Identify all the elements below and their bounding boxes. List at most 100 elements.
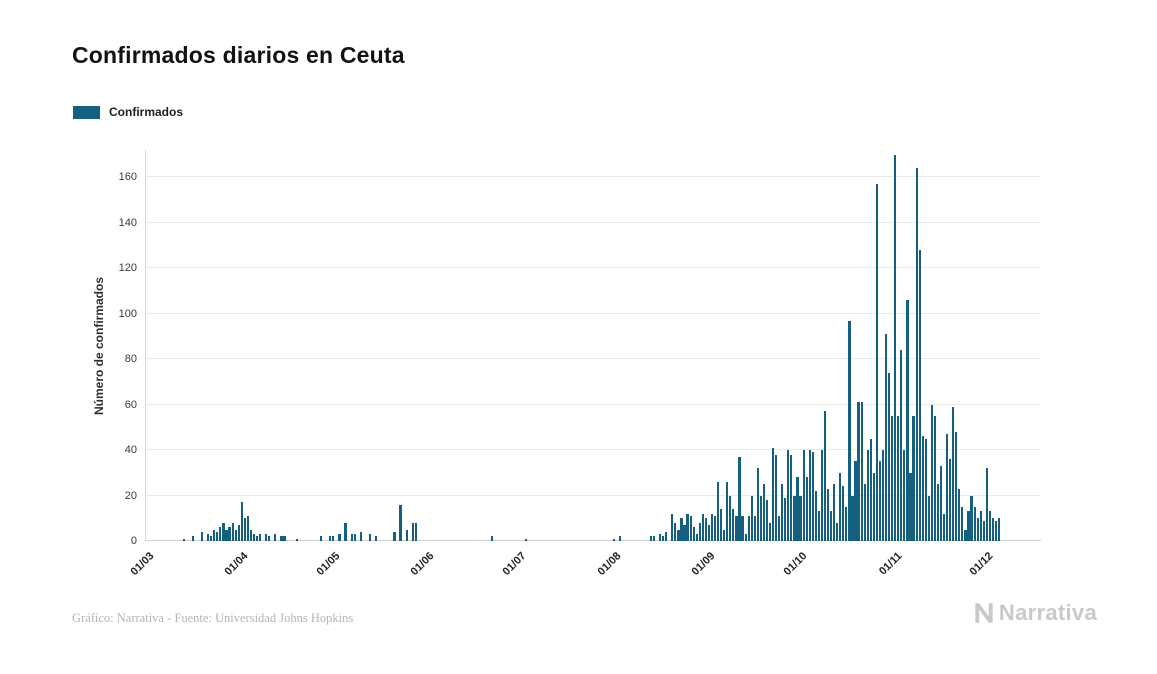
bar	[826, 488, 830, 541]
bar	[991, 518, 995, 541]
narrativa-logo-text: Narrativa	[998, 600, 1097, 625]
bar	[619, 536, 622, 541]
bar	[863, 484, 866, 541]
bar	[216, 531, 219, 541]
bar	[353, 534, 356, 541]
bar	[210, 536, 213, 541]
gridline	[146, 267, 1041, 269]
bar	[924, 438, 927, 541]
bar	[405, 529, 408, 541]
bar	[695, 534, 698, 541]
bar	[753, 516, 756, 541]
bar	[295, 538, 298, 541]
bar	[888, 372, 891, 541]
bar	[857, 402, 860, 541]
bar	[231, 522, 234, 541]
bar	[811, 452, 814, 541]
bar	[933, 415, 936, 541]
x-axis-tick-label: 01/07	[500, 550, 529, 578]
bar	[344, 522, 347, 541]
bar	[713, 516, 717, 541]
bar	[689, 516, 692, 541]
bar	[982, 520, 985, 541]
bar	[820, 450, 824, 541]
bar	[359, 531, 362, 541]
bar	[213, 529, 216, 541]
bar	[869, 438, 872, 541]
bar	[747, 516, 750, 541]
bar	[280, 536, 283, 541]
x-axis-tick-label: 01/09	[689, 550, 718, 578]
bar	[894, 154, 897, 541]
bar	[802, 450, 805, 541]
gridline	[146, 312, 1041, 314]
y-axis-tick-label: 60	[124, 398, 137, 411]
bar	[729, 495, 732, 541]
bar	[915, 168, 918, 541]
y-axis-tick-label: 80	[124, 353, 137, 366]
x-axis-tick-label: 01/10	[781, 550, 810, 578]
bar	[952, 406, 955, 541]
bar	[329, 536, 332, 541]
bar	[897, 415, 900, 541]
bar	[921, 436, 924, 541]
bar	[393, 531, 396, 541]
bar	[860, 402, 863, 541]
bar	[756, 468, 759, 541]
chart-title: Confirmados diarios en Ceuta	[72, 42, 405, 68]
bar	[845, 506, 848, 541]
bar	[976, 518, 979, 541]
bar	[839, 472, 842, 541]
bar	[781, 484, 784, 541]
bar	[246, 516, 249, 541]
bar	[710, 513, 714, 541]
bar	[320, 536, 323, 541]
bar	[228, 527, 231, 541]
bar	[906, 300, 909, 541]
bar	[222, 522, 225, 541]
bar	[332, 536, 335, 541]
y-axis-tick-label: 140	[118, 216, 137, 229]
bar	[701, 513, 704, 541]
bar	[704, 518, 707, 541]
bar	[735, 516, 738, 541]
bar	[768, 522, 772, 541]
bar	[225, 529, 228, 541]
bar	[808, 450, 811, 541]
bar	[375, 536, 378, 541]
bar	[918, 250, 921, 541]
plot-area: 0 20 40 60 80 100 120 140 160 01/03 01/04 01/05 01/0…	[119, 150, 1041, 578]
bar	[787, 450, 790, 541]
bar	[979, 511, 982, 541]
gridline	[146, 358, 1041, 360]
bar	[912, 415, 915, 541]
bar	[762, 484, 765, 541]
bar	[234, 529, 237, 541]
gridline	[146, 403, 1041, 405]
bar	[881, 450, 885, 541]
gridline	[146, 221, 1041, 223]
bar	[723, 529, 726, 541]
bar	[692, 527, 695, 541]
source-caption: Gráfico: Narrativa - Fuente: Universidad…	[72, 611, 354, 625]
bar	[878, 461, 882, 541]
bar	[997, 518, 1001, 541]
bar	[255, 536, 259, 541]
bar	[830, 511, 833, 541]
legend: Confirmados	[73, 105, 183, 119]
bar	[698, 522, 701, 541]
bar	[936, 484, 940, 541]
y-axis-tick-label: 100	[118, 307, 137, 320]
bar	[237, 525, 240, 541]
x-axis-tick-label: 01/11	[876, 550, 905, 578]
bar	[796, 477, 799, 541]
bar	[884, 334, 888, 541]
bar	[903, 450, 906, 541]
bar	[799, 495, 802, 541]
bar	[927, 495, 930, 541]
bar	[265, 534, 268, 541]
bar	[891, 415, 894, 541]
bar	[930, 404, 933, 541]
bar	[967, 511, 970, 541]
bar	[200, 531, 204, 541]
